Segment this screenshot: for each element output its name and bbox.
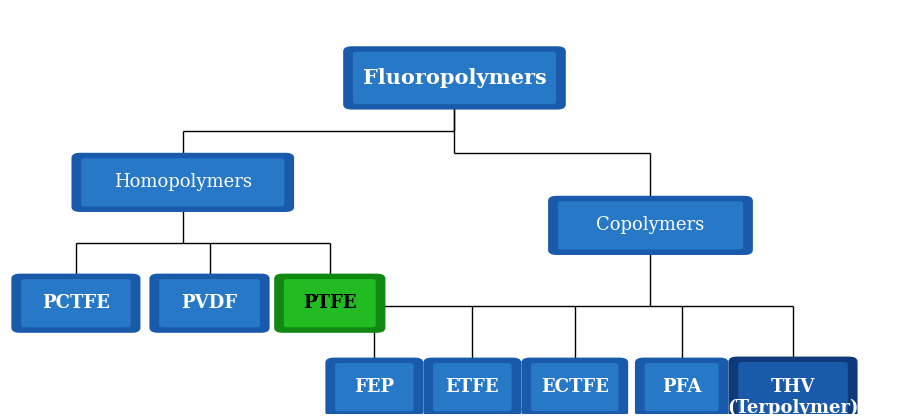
FancyBboxPatch shape	[523, 359, 626, 415]
FancyBboxPatch shape	[327, 359, 422, 415]
FancyBboxPatch shape	[13, 275, 139, 331]
FancyBboxPatch shape	[558, 201, 744, 250]
Text: THV
(Terpolymer): THV (Terpolymer)	[727, 378, 859, 417]
Text: ECTFE: ECTFE	[541, 378, 609, 396]
Text: Homopolymers: Homopolymers	[114, 173, 252, 191]
Text: ETFE: ETFE	[445, 378, 499, 396]
Text: FEP: FEP	[355, 378, 395, 396]
FancyBboxPatch shape	[159, 279, 260, 327]
Text: Copolymers: Copolymers	[596, 217, 704, 234]
FancyBboxPatch shape	[21, 279, 131, 327]
Text: PTFE: PTFE	[303, 294, 356, 312]
Text: PCTFE: PCTFE	[42, 294, 110, 312]
FancyBboxPatch shape	[550, 198, 751, 253]
FancyBboxPatch shape	[738, 362, 848, 418]
FancyBboxPatch shape	[644, 363, 719, 411]
Text: PVDF: PVDF	[182, 294, 237, 312]
FancyBboxPatch shape	[730, 358, 855, 418]
Text: PFA: PFA	[662, 378, 702, 396]
FancyBboxPatch shape	[531, 363, 618, 411]
FancyBboxPatch shape	[353, 52, 556, 104]
FancyBboxPatch shape	[636, 359, 726, 415]
FancyBboxPatch shape	[81, 158, 285, 206]
FancyBboxPatch shape	[284, 279, 375, 327]
FancyBboxPatch shape	[425, 359, 520, 415]
FancyBboxPatch shape	[335, 363, 414, 411]
FancyBboxPatch shape	[151, 275, 268, 331]
Text: Fluoropolymers: Fluoropolymers	[363, 68, 546, 88]
FancyBboxPatch shape	[74, 155, 293, 210]
FancyBboxPatch shape	[345, 48, 564, 108]
FancyBboxPatch shape	[433, 363, 512, 411]
FancyBboxPatch shape	[276, 275, 384, 331]
